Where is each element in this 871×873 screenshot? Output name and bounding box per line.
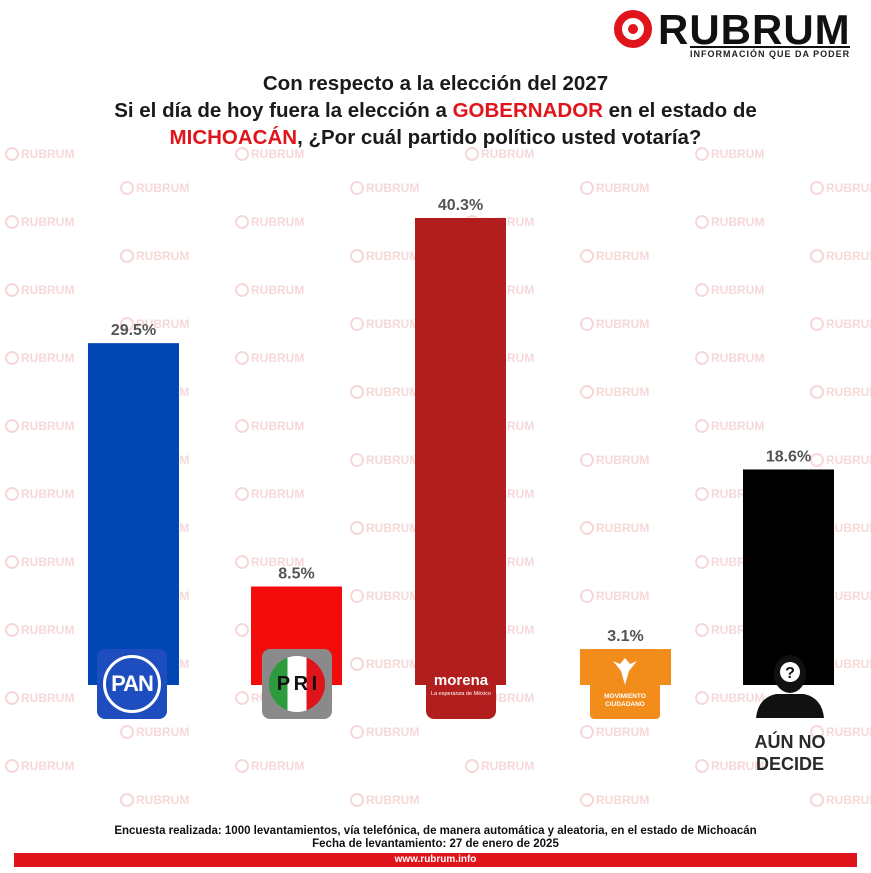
title-line-2: Si el día de hoy fuera la elección a GOB… [114,99,757,122]
bar-value-label-4: 3.1% [607,628,643,645]
chart-title: Con respecto a la elección del 2027 Si e… [20,70,851,151]
brand-tagline: INFORMACIÓN QUE DA PODER [690,46,851,59]
pri-letter-r: R [293,672,309,695]
undecided-label: AÚN NO DECIDE [720,731,860,775]
question-mark: ? [785,665,795,682]
footer-url[interactable]: www.rubrum.info [394,854,477,865]
pan-logo: PAN [97,649,167,719]
pri-logo: P R I [262,649,332,719]
rubrum-ring-icon [614,10,652,48]
title-line-3: MICHOACÁN, ¿Por cuál partido político us… [169,126,702,149]
pri-letter-i: I [311,672,318,695]
movimiento-ciudadano-logo: MOVIMIENTO CIUDADANO [590,649,660,719]
bar-1 [88,343,179,685]
pan-logo-text: PAN [103,655,161,713]
footer-date: Fecha de levantamiento: 27 de enero de 2… [312,838,559,850]
undecided-label-line-2: DECIDE [755,754,824,774]
pri-letter-p: P [276,672,291,695]
morena-logo-text: morena [433,672,489,689]
brand-name: RUBRUM [658,6,851,53]
undecided-label-line-1: AÚN NO [754,732,826,752]
footer-bar [14,853,857,867]
bar-value-label-1: 29.5% [111,322,156,339]
title-highlight-michoacan: MICHOACÁN [169,126,298,149]
mc-logo-line-1: MOVIMIENTO [604,693,646,700]
person-question-icon: ? [752,650,828,718]
footer-method: Encuesta realizada: 1000 levantamientos,… [114,825,757,837]
title-line-1: Con respecto a la elección del 2027 [262,72,609,95]
bar-value-label-5: 18.6% [766,448,811,465]
bar-value-label-2: 8.5% [278,566,314,583]
mc-logo-line-2: CIUDADANO [605,701,645,708]
morena-logo: morena La esperanza de México [426,650,496,719]
eagle-icon [613,658,637,685]
bar-value-label-3: 40.3% [438,197,483,214]
rubrum-logo: RUBRUM INFORMACIÓN QUE DA PODER [612,6,852,60]
bar-5 [743,469,834,685]
title-highlight-gobernador: GOBERNADOR [452,99,603,122]
bar-3 [415,218,506,685]
morena-logo-subtext: La esperanza de México [431,691,491,697]
